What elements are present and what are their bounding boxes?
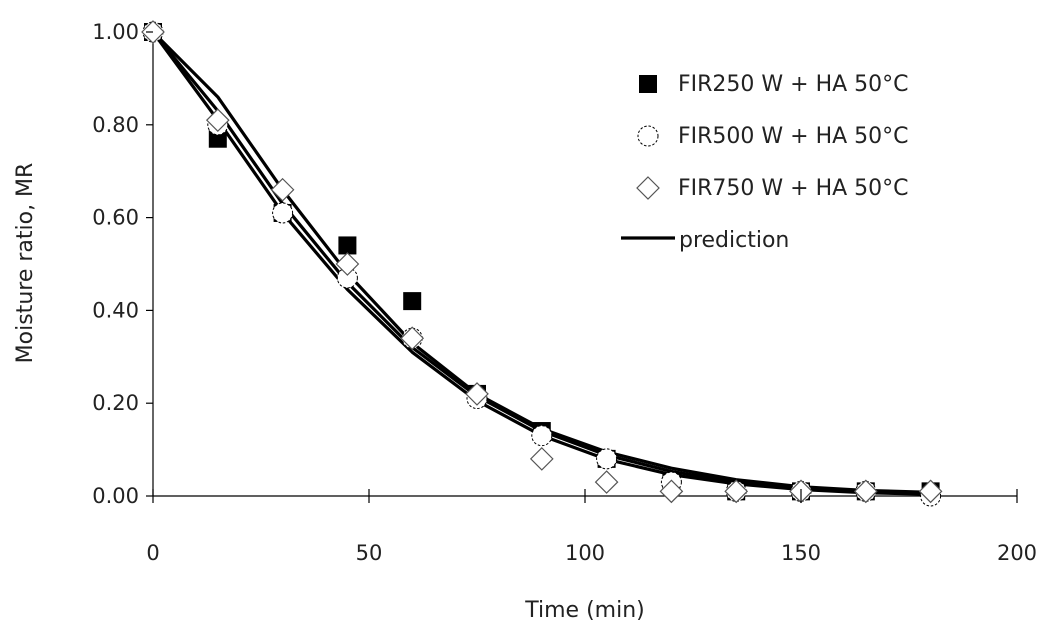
legend-label: FIR250 W + HA 50°C <box>678 72 909 97</box>
fir750-point <box>659 479 684 504</box>
y-tick-label: 1.00 <box>92 20 139 44</box>
legend-fir750: FIR750 W + HA 50°C <box>636 176 909 201</box>
fir750-point <box>724 479 749 504</box>
legend-fir500: FIR500 W + HA 50°C <box>637 124 909 149</box>
fir750-point <box>270 177 295 202</box>
x-tick-label: 100 <box>565 541 605 565</box>
legend-label: prediction <box>679 228 789 253</box>
x-axis-ticks: 0 50 100 150 200 <box>146 489 1037 565</box>
fir250-point <box>338 236 357 255</box>
legend-marker-diamond <box>636 176 660 200</box>
fir500-point <box>272 202 294 224</box>
legend-label: FIR750 W + HA 50°C <box>678 176 909 201</box>
fir750-point <box>918 479 943 504</box>
y-tick-label: 0.80 <box>92 113 139 137</box>
legend-marker-square <box>639 75 657 93</box>
legend: FIR250 W + HA 50°C FIR500 W + HA 50°C FIR7… <box>621 72 909 253</box>
fir750-point <box>529 447 554 471</box>
y-tick-label: 0.60 <box>92 206 139 230</box>
fir750-point <box>335 252 360 276</box>
legend-prediction: prediction <box>621 228 789 253</box>
x-axis-title: Time (min) <box>524 598 645 623</box>
fir500-point <box>531 425 553 447</box>
legend-fir250: FIR250 W + HA 50°C <box>639 72 909 97</box>
fir750-point <box>594 470 619 494</box>
x-tick-label: 200 <box>997 541 1037 565</box>
y-axis-ticks: 0.00 0.20 0.40 0.60 0.80 1.00 <box>92 20 153 508</box>
legend-marker-circle <box>637 125 659 147</box>
fir500-point <box>596 448 618 470</box>
fir250-point <box>208 129 227 148</box>
fir750-point <box>205 108 230 133</box>
fir250-point <box>403 292 422 311</box>
fir500-point <box>336 267 358 289</box>
x-tick-label: 50 <box>356 541 383 565</box>
legend-label: FIR500 W + HA 50°C <box>678 124 909 149</box>
fir750-point <box>853 479 878 504</box>
y-tick-label: 0.40 <box>92 298 139 322</box>
y-tick-label: 0.00 <box>92 484 139 508</box>
y-axis-title: Moisture ratio, MR <box>13 163 38 364</box>
fir750-point <box>465 382 489 406</box>
fir750-point <box>400 326 425 351</box>
x-tick-label: 0 <box>146 541 159 565</box>
x-tick-label: 150 <box>781 541 821 565</box>
y-tick-label: 0.20 <box>92 391 139 415</box>
